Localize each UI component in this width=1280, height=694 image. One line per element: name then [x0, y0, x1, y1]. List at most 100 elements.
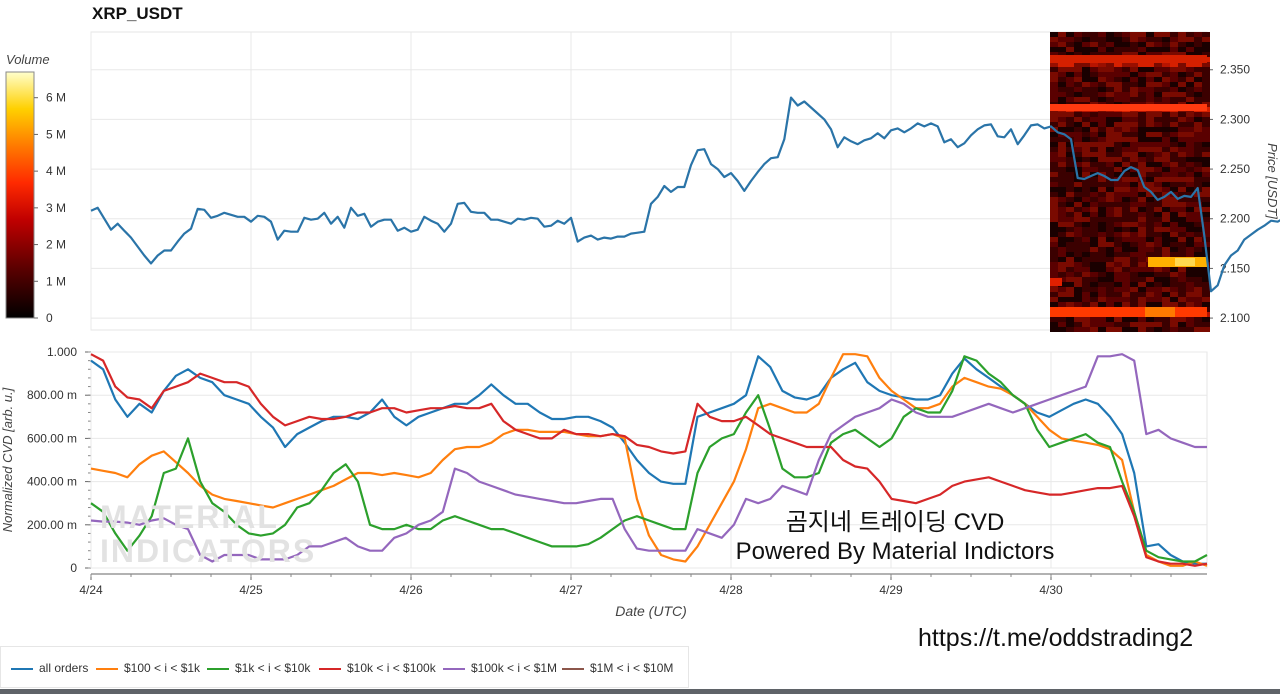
telegram-link[interactable]: https://t.me/oddstrading2: [918, 624, 1194, 652]
heatmap-cell: [1146, 237, 1154, 242]
heatmap-cell: [1106, 237, 1114, 242]
heatmap-cell: [1186, 37, 1194, 42]
heatmap-cell: [1074, 67, 1082, 72]
heatmap-cell: [1066, 297, 1074, 302]
heatmap-cell: [1074, 177, 1082, 182]
heatmap-cell: [1130, 152, 1138, 157]
heatmap-cell: [1090, 177, 1098, 182]
heatmap-cell: [1194, 37, 1202, 42]
heatmap-cell: [1146, 277, 1154, 282]
legend-item[interactable]: $100k < i < $1M: [443, 661, 557, 675]
heatmap-cell: [1194, 227, 1202, 232]
heatmap-cell: [1050, 297, 1058, 302]
heatmap-cell: [1130, 297, 1138, 302]
heatmap-cell: [1178, 227, 1186, 232]
heatmap-cell: [1138, 137, 1146, 142]
heatmap-cell: [1146, 122, 1154, 127]
heatmap-cell: [1050, 37, 1058, 42]
heatmap-cell: [1138, 92, 1146, 97]
heatmap-cell: [1194, 157, 1202, 162]
legend-item[interactable]: $10k < i < $100k: [319, 661, 436, 675]
heatmap-cell: [1082, 162, 1090, 167]
heatmap-cell: [1146, 87, 1154, 92]
heatmap-cell: [1066, 257, 1074, 262]
heatmap-cell: [1066, 207, 1074, 212]
heatmap-cell: [1114, 317, 1122, 322]
heatmap-cell: [1090, 32, 1098, 37]
heatmap-cell: [1106, 267, 1114, 272]
heatmap-cell: [1090, 137, 1098, 142]
price-tick-label: 2.250: [1220, 162, 1250, 176]
heatmap-cell: [1154, 267, 1162, 272]
heatmap-cell: [1074, 127, 1082, 132]
heatmap-cell: [1098, 317, 1106, 322]
heatmap-cell: [1154, 227, 1162, 232]
heatmap-cell: [1162, 297, 1170, 302]
legend-item[interactable]: $100 < i < $1k: [96, 661, 200, 675]
price-tick-label: 2.350: [1220, 63, 1250, 77]
heatmap-cell: [1074, 147, 1082, 152]
heatmap-cell: [1186, 267, 1194, 272]
heatmap-cell: [1170, 287, 1178, 292]
heatmap-cell: [1146, 32, 1154, 37]
heatmap-cell: [1050, 247, 1058, 252]
heatmap-cell: [1138, 232, 1146, 237]
cvd-tick-label: 1.000: [47, 345, 77, 359]
heatmap-cell: [1154, 237, 1162, 242]
legend-item[interactable]: all orders: [11, 661, 88, 675]
heatmap-cell: [1122, 62, 1130, 67]
heatmap-cell: [1082, 67, 1090, 72]
heatmap-cell: [1138, 182, 1146, 187]
heatmap-cell: [1154, 42, 1162, 47]
heatmap-cell: [1074, 112, 1082, 117]
heatmap-cell: [1178, 217, 1186, 222]
heatmap-cell: [1186, 302, 1194, 307]
legend-item[interactable]: $1k < i < $10k: [207, 661, 310, 675]
heatmap-cell: [1114, 287, 1122, 292]
heatmap-cell: [1082, 202, 1090, 207]
heatmap-cell: [1090, 322, 1098, 327]
heatmap-cell: [1114, 202, 1122, 207]
heatmap-cell: [1082, 197, 1090, 202]
heatmap-cell: [1162, 92, 1170, 97]
heatmap-cell: [1114, 132, 1122, 137]
heatmap-cell: [1186, 242, 1194, 247]
heatmap-cell: [1178, 182, 1186, 187]
heatmap-cell: [1066, 322, 1074, 327]
heatmap-cell: [1202, 297, 1210, 302]
heatmap-cell: [1098, 82, 1106, 87]
heatmap-cell: [1106, 122, 1114, 127]
heatmap-cell: [1202, 82, 1210, 87]
colorbar-tick-label: 1 M: [46, 274, 66, 288]
heatmap-cell: [1130, 112, 1138, 117]
heatmap-cell: [1138, 72, 1146, 77]
heatmap-cell: [1154, 297, 1162, 302]
heatmap-cell: [1186, 92, 1194, 97]
heatmap-cell: [1122, 187, 1130, 192]
price-axis-label: Price [USDT]: [1265, 143, 1280, 219]
heatmap-cell: [1066, 187, 1074, 192]
heatmap-cell: [1146, 187, 1154, 192]
heatmap-cell: [1138, 142, 1146, 147]
heatmap-cell: [1154, 162, 1162, 167]
heatmap-cell: [1178, 152, 1186, 157]
heatmap-cell: [1114, 32, 1122, 37]
heatmap-cell: [1090, 252, 1098, 257]
heatmap-cell: [1066, 212, 1074, 217]
heatmap-cell: [1170, 327, 1178, 332]
heatmap-cell: [1098, 42, 1106, 47]
heatmap-cell: [1082, 182, 1090, 187]
heatmap-cell: [1154, 287, 1162, 292]
heatmap-cell: [1194, 127, 1202, 132]
legend-swatch: [443, 667, 465, 670]
heatmap-cell: [1162, 292, 1170, 297]
heatmap-cell: [1178, 292, 1186, 297]
heatmap-cell: [1162, 97, 1170, 102]
heatmap-cell: [1074, 77, 1082, 82]
legend-item[interactable]: $1M < i < $10M: [562, 661, 673, 675]
heatmap-cell: [1090, 222, 1098, 227]
heatmap-cell: [1194, 302, 1202, 307]
heatmap-cell: [1106, 227, 1114, 232]
heatmap-cell: [1186, 152, 1194, 157]
heatmap-cell: [1146, 272, 1154, 277]
